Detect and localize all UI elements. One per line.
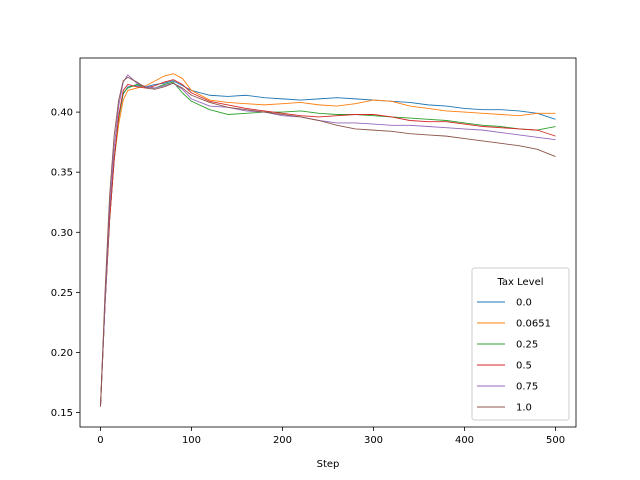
legend-box <box>471 267 570 421</box>
legend-entry-label-3: 0.5 <box>516 361 532 372</box>
series-line-1 <box>100 73 556 407</box>
series-line-4 <box>100 74 556 407</box>
series-line-3 <box>100 79 556 407</box>
y-tick-label: 0.25 <box>51 288 73 299</box>
legend-entry-label-2: 0.25 <box>516 340 538 351</box>
plot-frame <box>79 57 577 428</box>
y-tick-label: 0.20 <box>51 348 73 359</box>
series-layer <box>100 73 556 407</box>
x-tick-label: 400 <box>455 435 474 446</box>
series-line-5 <box>100 76 556 407</box>
x-axis: 0 100 200 300 400 500 <box>97 427 565 446</box>
series-line-2 <box>100 81 556 407</box>
y-tick-label: 0.15 <box>51 408 73 419</box>
legend: Tax Level 0.0 0.0651 0.25 0.5 0.75 1.0 <box>471 267 570 421</box>
x-tick-label: 200 <box>273 435 292 446</box>
legend-entry-label-5: 1.0 <box>516 403 532 414</box>
x-tick-label: 0 <box>97 435 103 446</box>
x-tick-label: 100 <box>182 435 201 446</box>
y-tick-label: 0.40 <box>51 108 73 119</box>
x-axis-label: Step <box>317 459 340 470</box>
x-tick-label: 500 <box>546 435 565 446</box>
x-tick-label: 300 <box>364 435 383 446</box>
legend-title: Tax Level <box>496 277 543 288</box>
y-tick-label: 0.30 <box>51 228 73 239</box>
y-axis: 0.15 0.20 0.25 0.30 0.35 0.40 <box>51 108 80 419</box>
legend-entry-label-4: 0.75 <box>516 382 538 393</box>
y-tick-label: 0.35 <box>51 168 73 179</box>
legend-entry-label-0: 0.0 <box>516 298 532 309</box>
legend-entry-label-1: 0.0651 <box>516 319 551 330</box>
